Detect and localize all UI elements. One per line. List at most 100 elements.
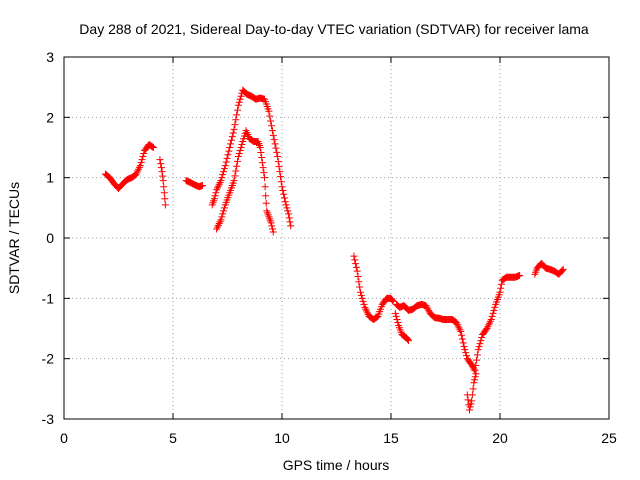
data-point-marker (497, 280, 505, 288)
data-point-marker (158, 168, 166, 176)
data-point-marker (149, 144, 157, 151)
data-point-marker (220, 207, 228, 215)
data-point-marker (221, 162, 229, 170)
data-point-marker (222, 158, 230, 166)
data-point-marker (259, 164, 267, 172)
data-point-marker (468, 397, 476, 405)
data-point-marker (464, 396, 472, 404)
data-point-marker (215, 180, 223, 188)
data-point-marker (161, 201, 169, 209)
data-points (101, 86, 567, 414)
data-point-marker (489, 309, 497, 317)
y-tick-label: -1 (42, 290, 55, 306)
data-series-segment (391, 309, 412, 345)
data-point-marker (213, 186, 221, 194)
data-series-segment (208, 86, 295, 230)
data-point-marker (488, 312, 496, 320)
data-point-marker (360, 300, 368, 308)
x-axis-label: GPS time / hours (283, 457, 390, 473)
data-point-marker (454, 322, 462, 330)
data-point-marker (453, 320, 461, 328)
data-point-marker (284, 207, 292, 215)
data-point-marker (234, 106, 242, 114)
data-point-marker (389, 297, 397, 305)
data-point-marker (217, 177, 225, 185)
data-point-marker (213, 225, 221, 233)
data-point-marker (214, 182, 222, 190)
data-point-marker (271, 140, 279, 148)
data-point-marker (268, 127, 276, 135)
data-point-marker (468, 361, 476, 369)
data-point-marker (516, 271, 524, 279)
data-point-marker (461, 346, 469, 354)
data-point-marker (220, 204, 228, 212)
data-point-marker (268, 222, 276, 230)
data-point-marker (220, 168, 228, 176)
data-point-marker (231, 172, 239, 180)
data-point-marker (490, 306, 498, 314)
data-point-marker (218, 174, 226, 182)
data-series-segment (463, 370, 480, 414)
data-point-marker (229, 129, 237, 137)
data-point-marker (149, 143, 157, 151)
data-point-marker (214, 221, 222, 229)
data-point-marker (216, 218, 224, 226)
x-tick-label: 10 (274, 430, 290, 446)
data-point-marker (266, 112, 274, 120)
x-tick-label: 15 (383, 430, 399, 446)
data-point-marker (260, 169, 268, 177)
data-point-marker (486, 319, 494, 327)
y-tick-label: 0 (46, 230, 54, 246)
data-point-marker (468, 362, 476, 370)
data-point-marker (234, 153, 242, 161)
data-point-marker (460, 343, 468, 351)
data-point-marker (257, 149, 265, 157)
data-point-marker (280, 194, 288, 202)
data-point-marker (422, 302, 430, 310)
data-point-marker (471, 367, 479, 375)
data-point-marker (470, 379, 478, 387)
data-point-marker (219, 171, 227, 179)
data-point-marker (473, 351, 481, 359)
data-point-marker (148, 142, 156, 150)
data-point-marker (269, 225, 277, 233)
data-point-marker (392, 312, 400, 320)
data-point-marker (358, 294, 366, 302)
data-point-marker (363, 307, 371, 315)
data-point-marker (277, 178, 285, 186)
data-point-marker (362, 305, 370, 313)
data-point-marker (469, 385, 477, 393)
data-point-marker (404, 337, 412, 345)
data-point-marker (458, 335, 466, 343)
data-point-marker (136, 162, 144, 170)
data-point-marker (458, 331, 466, 339)
data-point-marker (473, 356, 481, 364)
data-point-marker (478, 334, 486, 342)
data-point-marker (476, 340, 484, 348)
data-point-marker (135, 165, 143, 173)
data-point-marker (359, 297, 367, 305)
data-point-marker (467, 400, 475, 408)
data-point-marker (237, 92, 245, 100)
data-point-marker (357, 291, 365, 299)
y-axis-label: SDTVAR / TECUs (6, 182, 22, 294)
data-point-marker (457, 328, 465, 336)
data-point-marker (236, 95, 244, 103)
data-point-marker (274, 158, 282, 166)
data-point-marker (267, 219, 275, 227)
data-point-marker (269, 131, 277, 139)
data-point-marker (273, 148, 281, 156)
data-point-marker (268, 122, 276, 130)
axis-ticks: 0 5 10 15 20 25 -3 -2 -1 0 1 2 3 (42, 49, 617, 446)
data-point-marker (372, 314, 380, 322)
data-point-marker (233, 111, 241, 119)
data-point-marker (198, 182, 206, 190)
y-tick-label: 2 (46, 109, 54, 125)
data-point-marker (258, 154, 266, 162)
data-point-marker (230, 177, 238, 185)
data-series-segment (101, 140, 157, 193)
data-point-marker (277, 173, 285, 181)
data-point-marker (496, 288, 504, 296)
data-point-marker (352, 260, 360, 268)
data-point-marker (234, 157, 242, 165)
